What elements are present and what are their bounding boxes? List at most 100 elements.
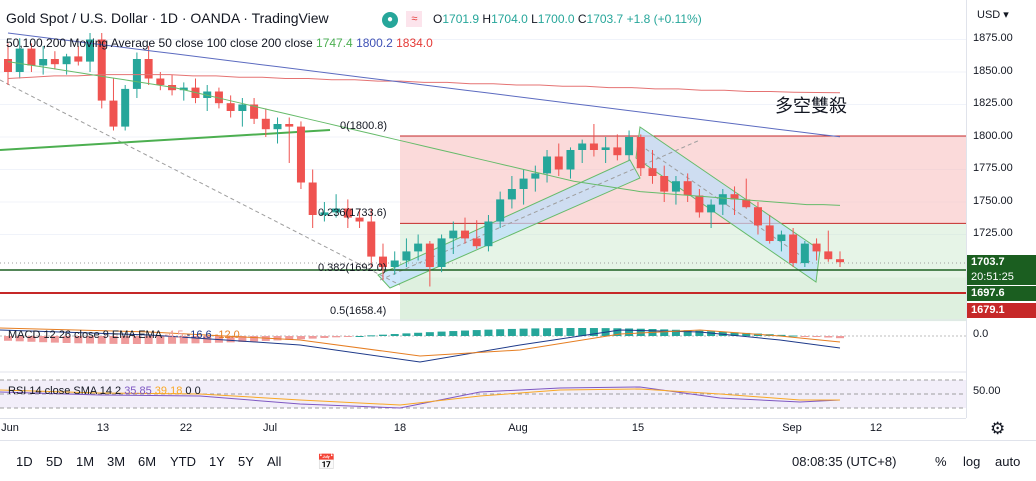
macd-histogram-bar bbox=[367, 335, 376, 337]
macd-histogram-bar bbox=[449, 331, 458, 336]
clock-display[interactable]: 08:08:35 (UTC+8) bbox=[792, 454, 897, 469]
tag-1679-text: 1679.1 bbox=[971, 304, 1005, 316]
candle-body bbox=[765, 225, 774, 241]
h-label: H bbox=[482, 12, 492, 26]
candle-body bbox=[62, 56, 71, 65]
candle-body bbox=[484, 221, 493, 247]
macd-histogram-bar bbox=[156, 336, 165, 344]
candle-body bbox=[531, 173, 540, 179]
rsi-legend[interactable]: RSI 14 close SMA 14 2 35.85 39.18 0 0 bbox=[8, 385, 201, 397]
rsi-line bbox=[0, 386, 841, 409]
candle-body bbox=[39, 59, 48, 66]
date-range-icon[interactable]: 📅 bbox=[317, 454, 336, 471]
period-1m[interactable]: 1M bbox=[76, 454, 95, 469]
macd-histogram-bar bbox=[636, 328, 645, 336]
eye-icon[interactable]: ● bbox=[382, 12, 398, 28]
macd-histogram-bar bbox=[414, 332, 423, 336]
candle-body bbox=[519, 178, 528, 189]
ma-legend[interactable]: 50,100,200 Moving Average 50 close 100 c… bbox=[6, 36, 433, 50]
period-all[interactable]: All bbox=[267, 454, 282, 469]
candle-body bbox=[320, 212, 329, 215]
candle-body bbox=[343, 208, 352, 218]
candle-body bbox=[121, 88, 130, 127]
price-axis[interactable]: USD ▾ 1875.00 1850.00 1825.00 1800.00 17… bbox=[966, 0, 1036, 418]
macd-histogram-bar bbox=[121, 336, 130, 344]
candle-body bbox=[15, 48, 24, 72]
fib-label-236: 0.236(1733.6) bbox=[318, 207, 387, 219]
bottom-toolbar: 1D 5D 1M 3M 6M YTD 1Y 5Y All 📅 08:08:35 … bbox=[0, 440, 1036, 481]
macd-histogram-bar bbox=[812, 336, 821, 337]
macd-histogram-bar bbox=[519, 328, 528, 336]
candle-body bbox=[789, 234, 798, 264]
o-value: 1701.9 bbox=[442, 12, 480, 26]
auto-toggle[interactable]: auto bbox=[995, 454, 1021, 469]
period-5d[interactable]: 5D bbox=[46, 454, 63, 469]
period-1y[interactable]: 1Y bbox=[209, 454, 225, 469]
price-tick: 1850.00 bbox=[973, 65, 1013, 77]
period-3m[interactable]: 3M bbox=[107, 454, 126, 469]
macd-legend[interactable]: MACD 12 26 close 9 EMA EMA -4.5 -16.6 -1… bbox=[8, 329, 240, 341]
last-price-text: 1703.7 bbox=[971, 256, 1005, 268]
candle-body bbox=[437, 238, 446, 267]
candle-body bbox=[718, 194, 727, 205]
candle-body bbox=[402, 251, 411, 261]
macd-histogram-bar bbox=[308, 336, 317, 339]
period-ytd[interactable]: YTD bbox=[170, 454, 196, 469]
candle-body bbox=[449, 230, 458, 239]
macd-histogram-bar bbox=[378, 334, 387, 336]
percent-toggle[interactable]: % bbox=[935, 454, 947, 469]
candle-body bbox=[507, 189, 516, 200]
price-chart-area[interactable]: Gold Spot / U.S. Dollar · 1D · OANDA · T… bbox=[0, 0, 966, 418]
macd-histogram-bar bbox=[4, 336, 12, 341]
macd-histogram-bar bbox=[800, 336, 809, 337]
candle-body bbox=[601, 147, 610, 150]
candle-body bbox=[144, 59, 153, 79]
chart-canvas[interactable] bbox=[0, 0, 966, 418]
time-axis[interactable]: Jun 13 22 Jul 18 Aug 15 Sep 12 ⚙ bbox=[0, 418, 1005, 441]
price-tick: 1825.00 bbox=[973, 97, 1013, 109]
candle-body bbox=[648, 168, 657, 176]
macd-histogram-bar bbox=[425, 332, 434, 336]
price-tick: 1875.00 bbox=[973, 32, 1013, 44]
candle-body bbox=[800, 243, 809, 264]
candle-body bbox=[203, 91, 212, 98]
time-tick: 12 bbox=[869, 422, 883, 434]
macd-histogram-bar bbox=[824, 336, 833, 338]
c-value: 1703.7 bbox=[586, 12, 624, 26]
chart-annotation[interactable]: 多空雙殺 bbox=[775, 92, 847, 118]
candle-body bbox=[214, 91, 223, 104]
macd-histogram-bar bbox=[496, 329, 505, 336]
rsi-value-4: 0 bbox=[194, 385, 201, 397]
macd-histogram-bar bbox=[461, 330, 470, 336]
macd-histogram-bar bbox=[332, 336, 341, 338]
macd-histogram-bar bbox=[296, 336, 305, 340]
candle-body bbox=[238, 104, 247, 111]
log-toggle[interactable]: log bbox=[963, 454, 981, 469]
macd-histogram-bar bbox=[695, 330, 704, 336]
candle-body bbox=[86, 39, 95, 62]
candle-body bbox=[824, 251, 833, 260]
macd-histogram-bar bbox=[191, 336, 200, 344]
macd-histogram-bar bbox=[660, 329, 669, 336]
currency-label[interactable]: USD ▾ bbox=[977, 9, 1009, 21]
fib-label-5: 0.5(1658.4) bbox=[330, 305, 386, 317]
macd-histogram-bar bbox=[484, 329, 493, 336]
period-5y[interactable]: 5Y bbox=[238, 454, 254, 469]
symbol-title[interactable]: Gold Spot / U.S. Dollar · 1D · OANDA · T… bbox=[6, 10, 329, 26]
fib-0-text: 0(1800.8) bbox=[340, 120, 388, 132]
period-1d[interactable]: 1D bbox=[16, 454, 33, 469]
macd-histogram-bar bbox=[285, 336, 294, 340]
period-6m[interactable]: 6M bbox=[138, 454, 157, 469]
macd-histogram-bar bbox=[437, 331, 446, 336]
macd-histogram-bar bbox=[625, 328, 634, 336]
macd-histogram-bar bbox=[203, 336, 212, 344]
settings-gear-icon[interactable]: ⚙ bbox=[990, 419, 1006, 438]
ohlc-values: O1701.9 H1704.0 L1700.0 C1703.7 +1.8 (+0… bbox=[433, 12, 702, 26]
legend-icons[interactable]: ● ≈ bbox=[382, 9, 423, 28]
macd-histogram-bar bbox=[543, 328, 552, 336]
wave-icon[interactable]: ≈ bbox=[406, 11, 423, 27]
macd-histogram-bar bbox=[355, 336, 364, 337]
trend-dashed bbox=[0, 79, 401, 286]
macd-histogram-bar bbox=[15, 336, 24, 342]
macd-histogram-bar bbox=[671, 329, 680, 336]
